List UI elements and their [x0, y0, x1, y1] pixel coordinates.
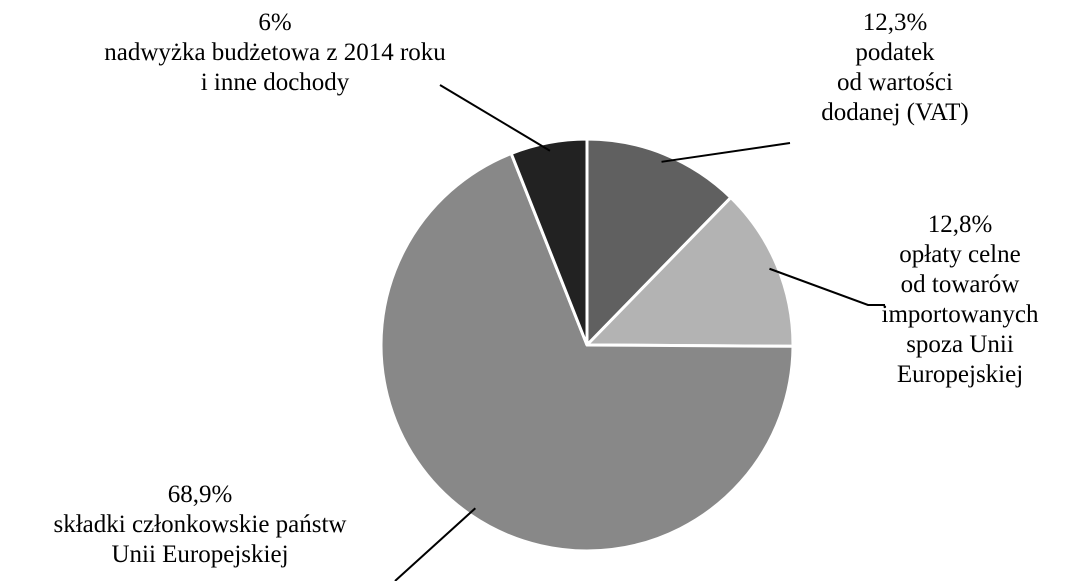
leader-surplus: [439, 84, 551, 152]
slice-member-contributions: [379, 151, 795, 553]
leader-customs: [769, 267, 885, 306]
label-surplus: 6% nadwyżka budżetowa z 2014 roku i inne…: [104, 9, 446, 96]
label-member-contributions: 68,9% składki członkowskie państw Unii E…: [53, 481, 347, 568]
pie-slices: [379, 137, 795, 553]
label-customs: 12,8% opłaty celne od towarów importowan…: [881, 211, 1039, 388]
label-vat: 12,3% podatek od wartości dodanej (VAT): [821, 9, 969, 126]
slice-surplus: [509, 137, 589, 347]
slice-customs: [585, 196, 795, 348]
slice-vat: [585, 137, 733, 347]
leader-member-contributions: [394, 507, 477, 581]
leader-vat: [661, 142, 791, 163]
leader-lines: [394, 84, 885, 581]
